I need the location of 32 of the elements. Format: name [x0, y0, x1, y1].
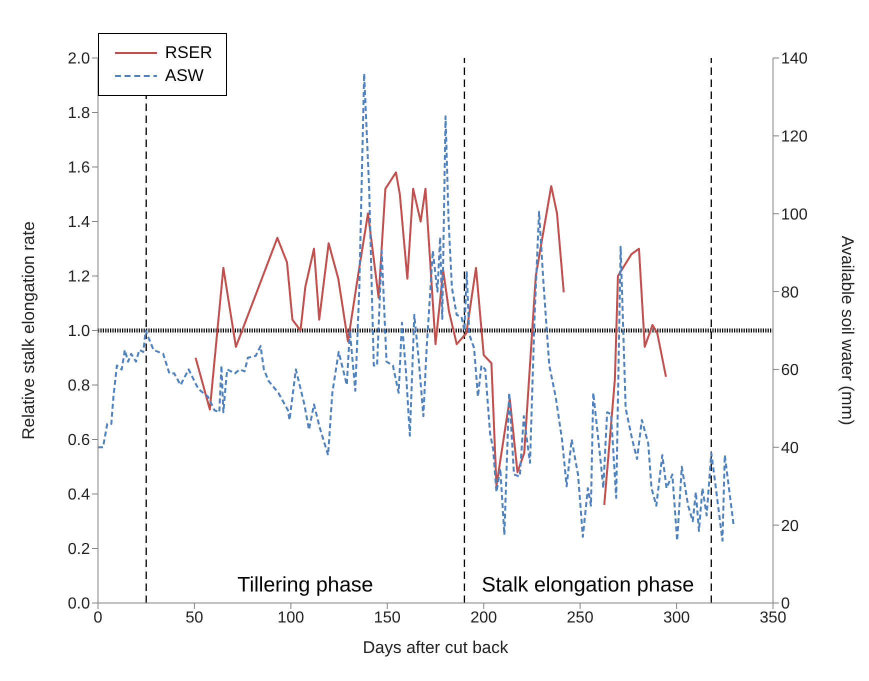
y2-tick-label: 140: [781, 50, 808, 68]
y-tick-label: 2.0: [68, 50, 90, 68]
y2-tick-label: 20: [781, 518, 799, 535]
x-tick-label: 300: [663, 609, 690, 626]
x-tick-label: 150: [374, 609, 401, 626]
y-tick-label: 1.6: [68, 160, 90, 177]
x-axis-title: Days after cut back: [362, 638, 509, 657]
x-tick-label: 0: [94, 609, 103, 626]
y-axis-title: Relative stalk elongation rate: [19, 221, 38, 440]
legend-label: RSER: [165, 43, 212, 63]
y2-tick-label: 80: [781, 284, 799, 302]
y2-axis-title: Available soil water (mm): [838, 236, 857, 426]
y-tick-label: 0.6: [68, 432, 90, 450]
y2-tick-label: 100: [781, 206, 808, 224]
y-tick-label: 0.2: [68, 541, 90, 558]
y-tick-label: 1.4: [68, 214, 90, 232]
y-tick-label: 1.0: [68, 323, 90, 340]
y2-tick-label: 40: [781, 440, 799, 457]
y-tick-label: 0.0: [68, 596, 90, 613]
legend-label: ASW: [165, 66, 204, 86]
y2-tick-label: 120: [781, 128, 808, 146]
y-tick-label: 1.8: [68, 105, 90, 122]
annotation: Stalk elongation phase: [482, 573, 694, 596]
x-tick-label: 50: [186, 609, 204, 626]
y-tick-label: 0.8: [68, 378, 90, 395]
x-tick-label: 200: [470, 609, 498, 626]
y-tick-label: 0.4: [68, 486, 90, 504]
x-tick-label: 100: [278, 609, 304, 626]
y-tick-label: 1.2: [68, 268, 90, 286]
annotation: Tillering phase: [237, 573, 374, 596]
y2-tick-label: 60: [781, 362, 799, 380]
x-tick-label: 250: [566, 609, 594, 626]
